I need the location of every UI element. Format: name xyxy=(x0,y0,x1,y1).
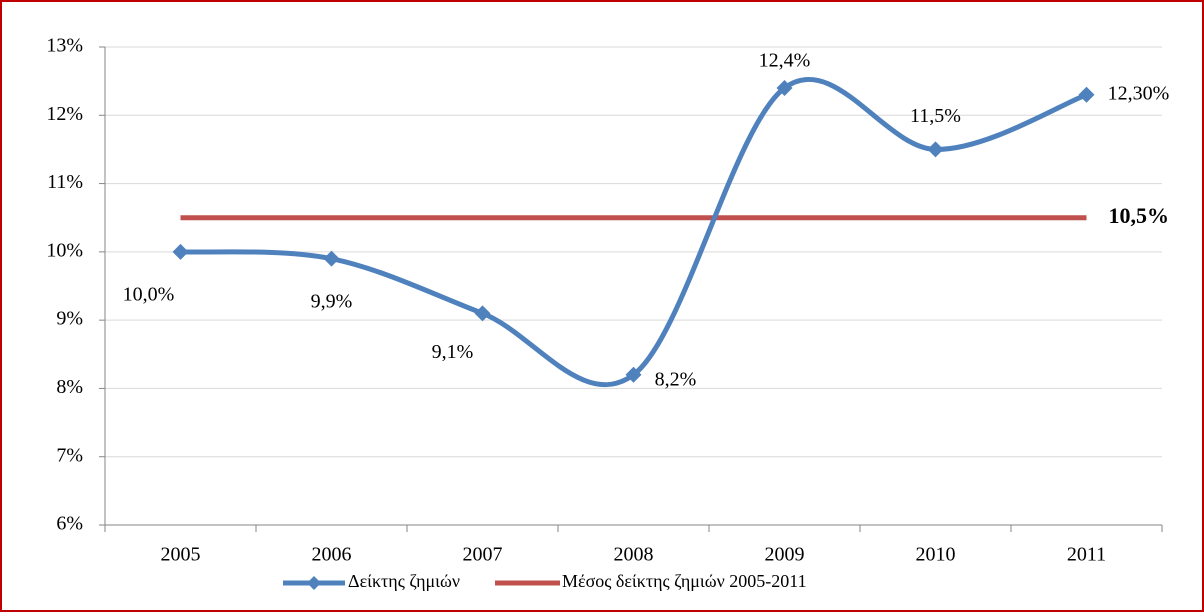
x-tick-label: 2011 xyxy=(1067,544,1106,566)
y-tick-label: 7% xyxy=(56,444,83,466)
data-label: 9,1% xyxy=(432,341,474,363)
data-label: 9,9% xyxy=(311,290,353,312)
data-label: 11,5% xyxy=(910,105,961,127)
marker xyxy=(474,305,491,322)
y-tick-label: 9% xyxy=(56,308,83,330)
marker xyxy=(927,141,944,158)
x-tick-label: 2009 xyxy=(765,544,805,566)
y-tick-label: 10% xyxy=(46,239,83,261)
y-tick-label: 11% xyxy=(47,171,83,193)
data-label: 10,0% xyxy=(123,283,175,305)
x-tick-label: 2008 xyxy=(614,544,654,566)
data-label: 10,5% xyxy=(1109,203,1170,228)
x-tick-label: 2005 xyxy=(161,544,201,566)
y-tick-label: 12% xyxy=(46,103,83,125)
data-label: 12,4% xyxy=(759,50,811,72)
y-tick-label: 13% xyxy=(46,35,83,57)
y-tick-label: 8% xyxy=(56,376,83,398)
marker xyxy=(625,366,642,383)
marker xyxy=(1078,86,1095,103)
legend-label: Δείκτης ζημιών xyxy=(348,571,460,591)
y-tick-label: 6% xyxy=(56,513,83,535)
marker xyxy=(323,250,340,267)
data-label: 12,30% xyxy=(1108,82,1170,104)
legend-marker xyxy=(307,576,321,590)
marker xyxy=(776,79,793,96)
legend-label: Μέσος δείκτης ζημιών 2005-2011 xyxy=(562,571,807,591)
x-tick-label: 2007 xyxy=(463,544,503,566)
x-tick-label: 2006 xyxy=(312,544,352,566)
x-tick-label: 2010 xyxy=(916,544,956,566)
marker xyxy=(172,243,189,260)
data-label: 8,2% xyxy=(655,368,697,390)
